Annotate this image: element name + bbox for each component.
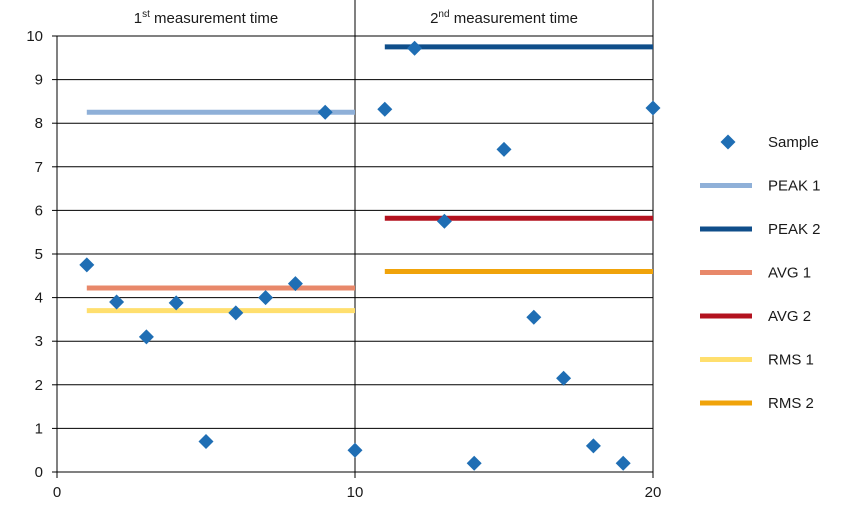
sample-point-7 — [258, 290, 274, 306]
axes: 0 1 2 3 4 5 6 7 8 9 10 0 10 20 — [26, 0, 661, 501]
sample-point-12 — [407, 40, 423, 56]
sample-point-16 — [526, 309, 542, 325]
y-tick-label-1: 1 — [35, 420, 43, 437]
sample-point-3 — [138, 329, 154, 345]
sample-point-6 — [228, 305, 244, 321]
y-tick-label-0: 0 — [35, 464, 43, 481]
y-tick-label-6: 6 — [35, 202, 43, 219]
sample-point-9 — [317, 104, 333, 120]
legend-avg-2-label: AVG 2 — [768, 308, 811, 325]
legend: Sample PEAK 1 PEAK 2 AVG 1 AVG 2 RMS 1 RMS 2 — [700, 134, 821, 412]
legend-rms-1-label: RMS 1 — [768, 352, 814, 369]
grid — [57, 0, 653, 473]
y-tick-label-8: 8 — [35, 115, 43, 132]
sample-point-10 — [347, 442, 363, 458]
sample-point-8 — [287, 276, 303, 292]
sample-point-5 — [198, 433, 214, 449]
x-tick-label-10: 10 — [347, 484, 364, 501]
x-tick-label-0: 0 — [53, 484, 61, 501]
sample-point-19 — [615, 455, 631, 471]
sample-point-17 — [556, 370, 572, 386]
sample-point-13 — [436, 213, 452, 229]
y-tick-label-7: 7 — [35, 159, 43, 176]
y-tick-label-9: 9 — [35, 72, 43, 89]
sample-point-4 — [168, 295, 184, 311]
legend-peak-2-label: PEAK 2 — [768, 221, 821, 238]
legend-sample-marker — [720, 134, 736, 150]
legend-peak-1-label: PEAK 1 — [768, 178, 821, 195]
y-tick-label-10: 10 — [26, 28, 43, 45]
level-lines — [86, 44, 653, 314]
sample-point-14 — [466, 455, 482, 471]
measurement-time-headers: 1st measurement time 2nd measurement time — [134, 9, 578, 27]
sample-point-20 — [645, 100, 661, 116]
measurement-time-label-2: 2nd measurement time — [430, 9, 578, 27]
sample-point-2 — [109, 294, 125, 310]
legend-avg-1-label: AVG 1 — [768, 265, 811, 282]
sample-point-11 — [377, 101, 393, 117]
y-tick-label-3: 3 — [35, 333, 43, 350]
sample-point-18 — [585, 438, 601, 454]
sample-point-1 — [79, 257, 95, 273]
legend-sample-label: Sample — [768, 134, 819, 151]
y-tick-label-5: 5 — [35, 246, 43, 263]
y-tick-label-4: 4 — [35, 290, 43, 307]
sample-points — [79, 40, 661, 471]
sample-point-15 — [496, 141, 512, 157]
y-tick-label-2: 2 — [35, 377, 43, 394]
x-tick-label-20: 20 — [645, 484, 662, 501]
measurement-time-label-1: 1st measurement time — [134, 9, 279, 27]
legend-rms-2-label: RMS 2 — [768, 395, 814, 412]
